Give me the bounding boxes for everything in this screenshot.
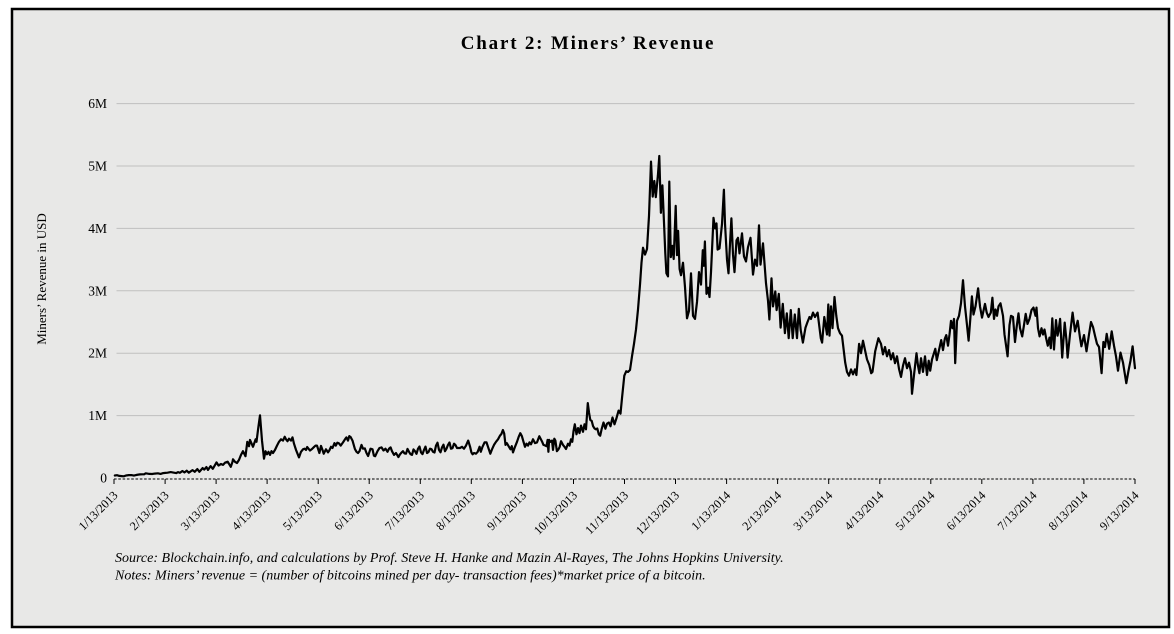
svg-text:4M: 4M [88, 221, 107, 236]
svg-text:1M: 1M [88, 408, 107, 423]
svg-text:3M: 3M [88, 283, 107, 298]
svg-text:0: 0 [100, 471, 107, 486]
svg-text:5M: 5M [88, 159, 107, 174]
svg-text:6M: 6M [88, 96, 107, 111]
svg-text:2M: 2M [88, 346, 107, 361]
svg-text:Chart 2: Miners’ Revenue: Chart 2: Miners’ Revenue [461, 33, 715, 54]
svg-text:Source: Blockchain.info, and c: Source: Blockchain.info, and calculation… [115, 551, 784, 566]
svg-text:Miners’ Revenue in USD: Miners’ Revenue in USD [34, 213, 49, 345]
svg-text:Notes: Miners’ revenue = (numb: Notes: Miners’ revenue = (number of bitc… [114, 569, 706, 584]
